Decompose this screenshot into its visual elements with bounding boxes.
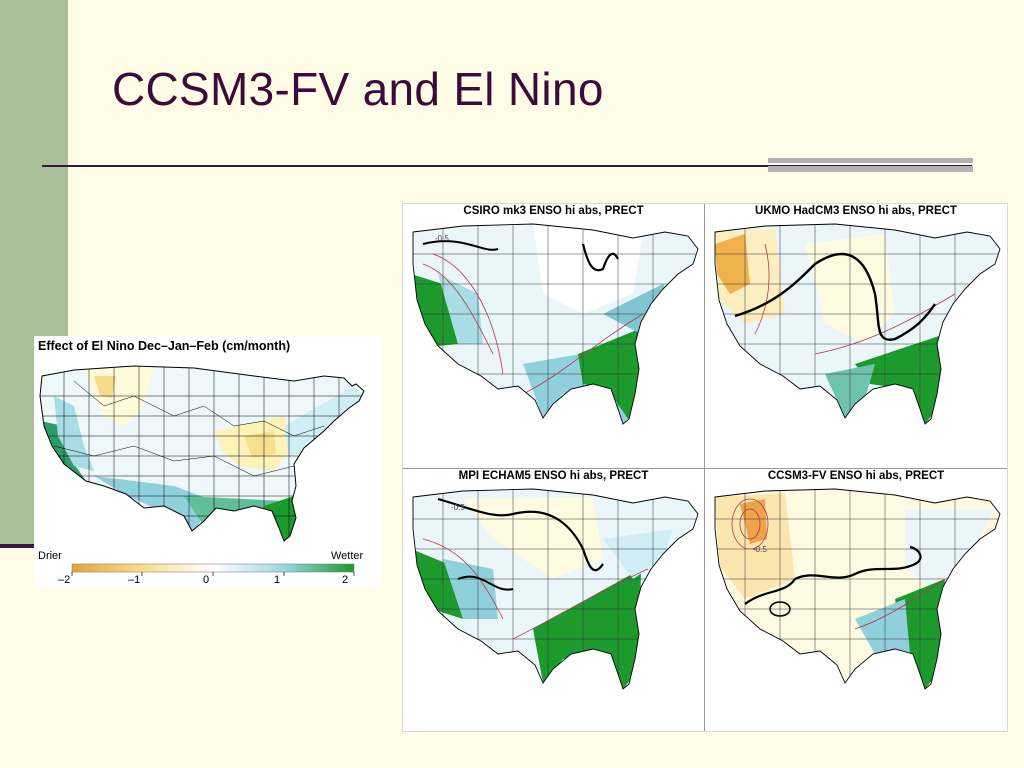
legend-tick-label: 1 bbox=[274, 574, 281, 586]
legend-wetter-label: Wetter bbox=[331, 550, 364, 562]
model-precip-map bbox=[714, 223, 1001, 425]
legend-drier-label: Drier bbox=[38, 550, 62, 562]
model-map-mpi: MPI ECHAM5 ENSO hi abs, PRECT bbox=[403, 469, 704, 731]
title-accent-bars bbox=[768, 158, 973, 178]
grid-divider-horizontal bbox=[403, 468, 1007, 469]
legend-tick-label: 0 bbox=[203, 574, 210, 586]
model-precip-map bbox=[412, 223, 699, 425]
model-precip-map bbox=[412, 488, 699, 690]
observed-effect-title: Effect of El Nino Dec–Jan–Feb (cm/month) bbox=[38, 339, 291, 353]
model-comparison-grid: CSIRO mk3 ENSO hi abs, PRECT bbox=[402, 203, 1008, 732]
legend-tick-label: 2 bbox=[342, 574, 349, 586]
title-divider bbox=[42, 165, 972, 167]
contour-label: -0.5 bbox=[451, 503, 465, 512]
model-map-ukmo: UKMO HadCM3 ENSO hi abs, PRECT bbox=[705, 204, 1007, 468]
slide-title: CCSM3-FV and El Nino bbox=[112, 63, 604, 115]
model-map-csiro: CSIRO mk3 ENSO hi abs, PRECT bbox=[403, 204, 704, 468]
model-map-title: UKMO HadCM3 ENSO hi abs, PRECT bbox=[755, 205, 957, 217]
observed-effect-map bbox=[39, 365, 365, 576]
model-map-title: CSIRO mk3 ENSO hi abs, PRECT bbox=[463, 205, 644, 217]
precip-legend bbox=[71, 563, 355, 576]
model-map-title: CCSM3-FV ENSO hi abs, PRECT bbox=[767, 470, 945, 482]
contour-label: -0.5 bbox=[435, 234, 449, 243]
legend-tick-label: –2 bbox=[58, 574, 71, 586]
left-accent-rule bbox=[0, 544, 40, 548]
contour-label: -0.5 bbox=[753, 545, 767, 554]
legend-tick-label: –1 bbox=[128, 574, 141, 586]
observed-us-outline bbox=[39, 365, 365, 542]
observed-effect-panel: Effect of El Nino Dec–Jan–Feb (cm/month) bbox=[34, 336, 382, 588]
model-map-title: MPI ECHAM5 ENSO hi abs, PRECT bbox=[458, 470, 649, 482]
grid-divider-vertical bbox=[704, 204, 705, 731]
model-map-ccsm3: CCSM3-FV ENSO hi abs, PRECT bbox=[705, 469, 1007, 731]
model-precip-map bbox=[714, 488, 1001, 690]
